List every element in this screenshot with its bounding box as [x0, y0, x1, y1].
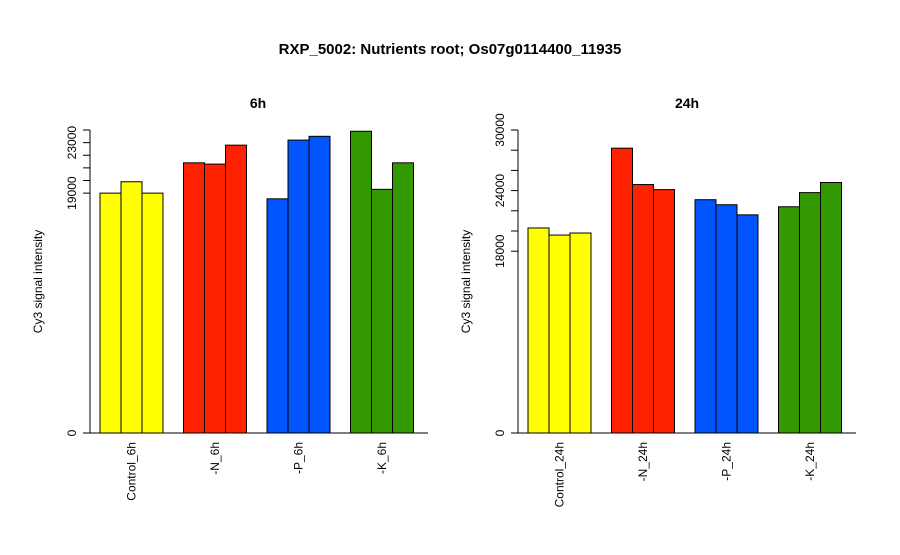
y-tick-label: 23000 — [65, 126, 79, 160]
x-tick-label: -N_24h — [636, 442, 650, 481]
x-tick-label: Control_6h — [125, 442, 139, 501]
main-title: RXP_5002: Nutrients root; Os07g0114400_1… — [279, 41, 622, 58]
panel-24h: 24h Cy3 signal intensity Control_24h -N_24h… — [459, 95, 856, 507]
y-tick-label: 0 — [493, 429, 507, 436]
bar — [527, 227, 550, 434]
y-tick-label: 0 — [65, 429, 79, 436]
bar — [120, 181, 143, 434]
bar — [611, 147, 633, 434]
y-tick-label: 30000 — [493, 113, 507, 147]
bar — [736, 214, 759, 434]
bar — [715, 204, 738, 434]
y-tick-label: 24000 — [493, 174, 507, 208]
bar — [799, 192, 821, 434]
bar — [820, 182, 842, 434]
x-tick-label: Control_24h — [553, 442, 567, 507]
x-tick-label: -K_24h — [803, 442, 817, 481]
bar — [653, 189, 675, 434]
bar — [778, 206, 800, 434]
panel-6h: 6h Cy3 signal intensity Control_6h -N_6h -P_… — [31, 95, 428, 501]
y-tick-label: 18000 — [493, 234, 507, 268]
x-tick-label: -P_24h — [720, 442, 734, 481]
bar — [308, 135, 331, 434]
y-axis-label: Cy3 signal intensity — [31, 230, 45, 333]
bar — [632, 184, 654, 434]
y-axis-label: Cy3 signal intensity — [459, 230, 473, 333]
bar — [141, 192, 164, 434]
x-tick-label: -K_6h — [375, 442, 389, 474]
panel-title: 6h — [250, 95, 266, 111]
x-tick-label: -N_6h — [208, 442, 222, 475]
bar — [225, 144, 247, 434]
y-tick-label: 19000 — [65, 176, 79, 210]
bar — [569, 232, 592, 434]
bar — [183, 162, 205, 434]
bar — [287, 139, 310, 434]
bar — [266, 198, 289, 434]
bar — [694, 199, 717, 434]
bar — [204, 163, 226, 434]
bar — [548, 234, 571, 434]
panel-title: 24h — [675, 95, 699, 111]
bar — [99, 192, 122, 434]
bar — [392, 162, 414, 434]
x-tick-label: -P_6h — [292, 442, 306, 474]
bar — [371, 188, 393, 434]
bar — [350, 130, 372, 434]
